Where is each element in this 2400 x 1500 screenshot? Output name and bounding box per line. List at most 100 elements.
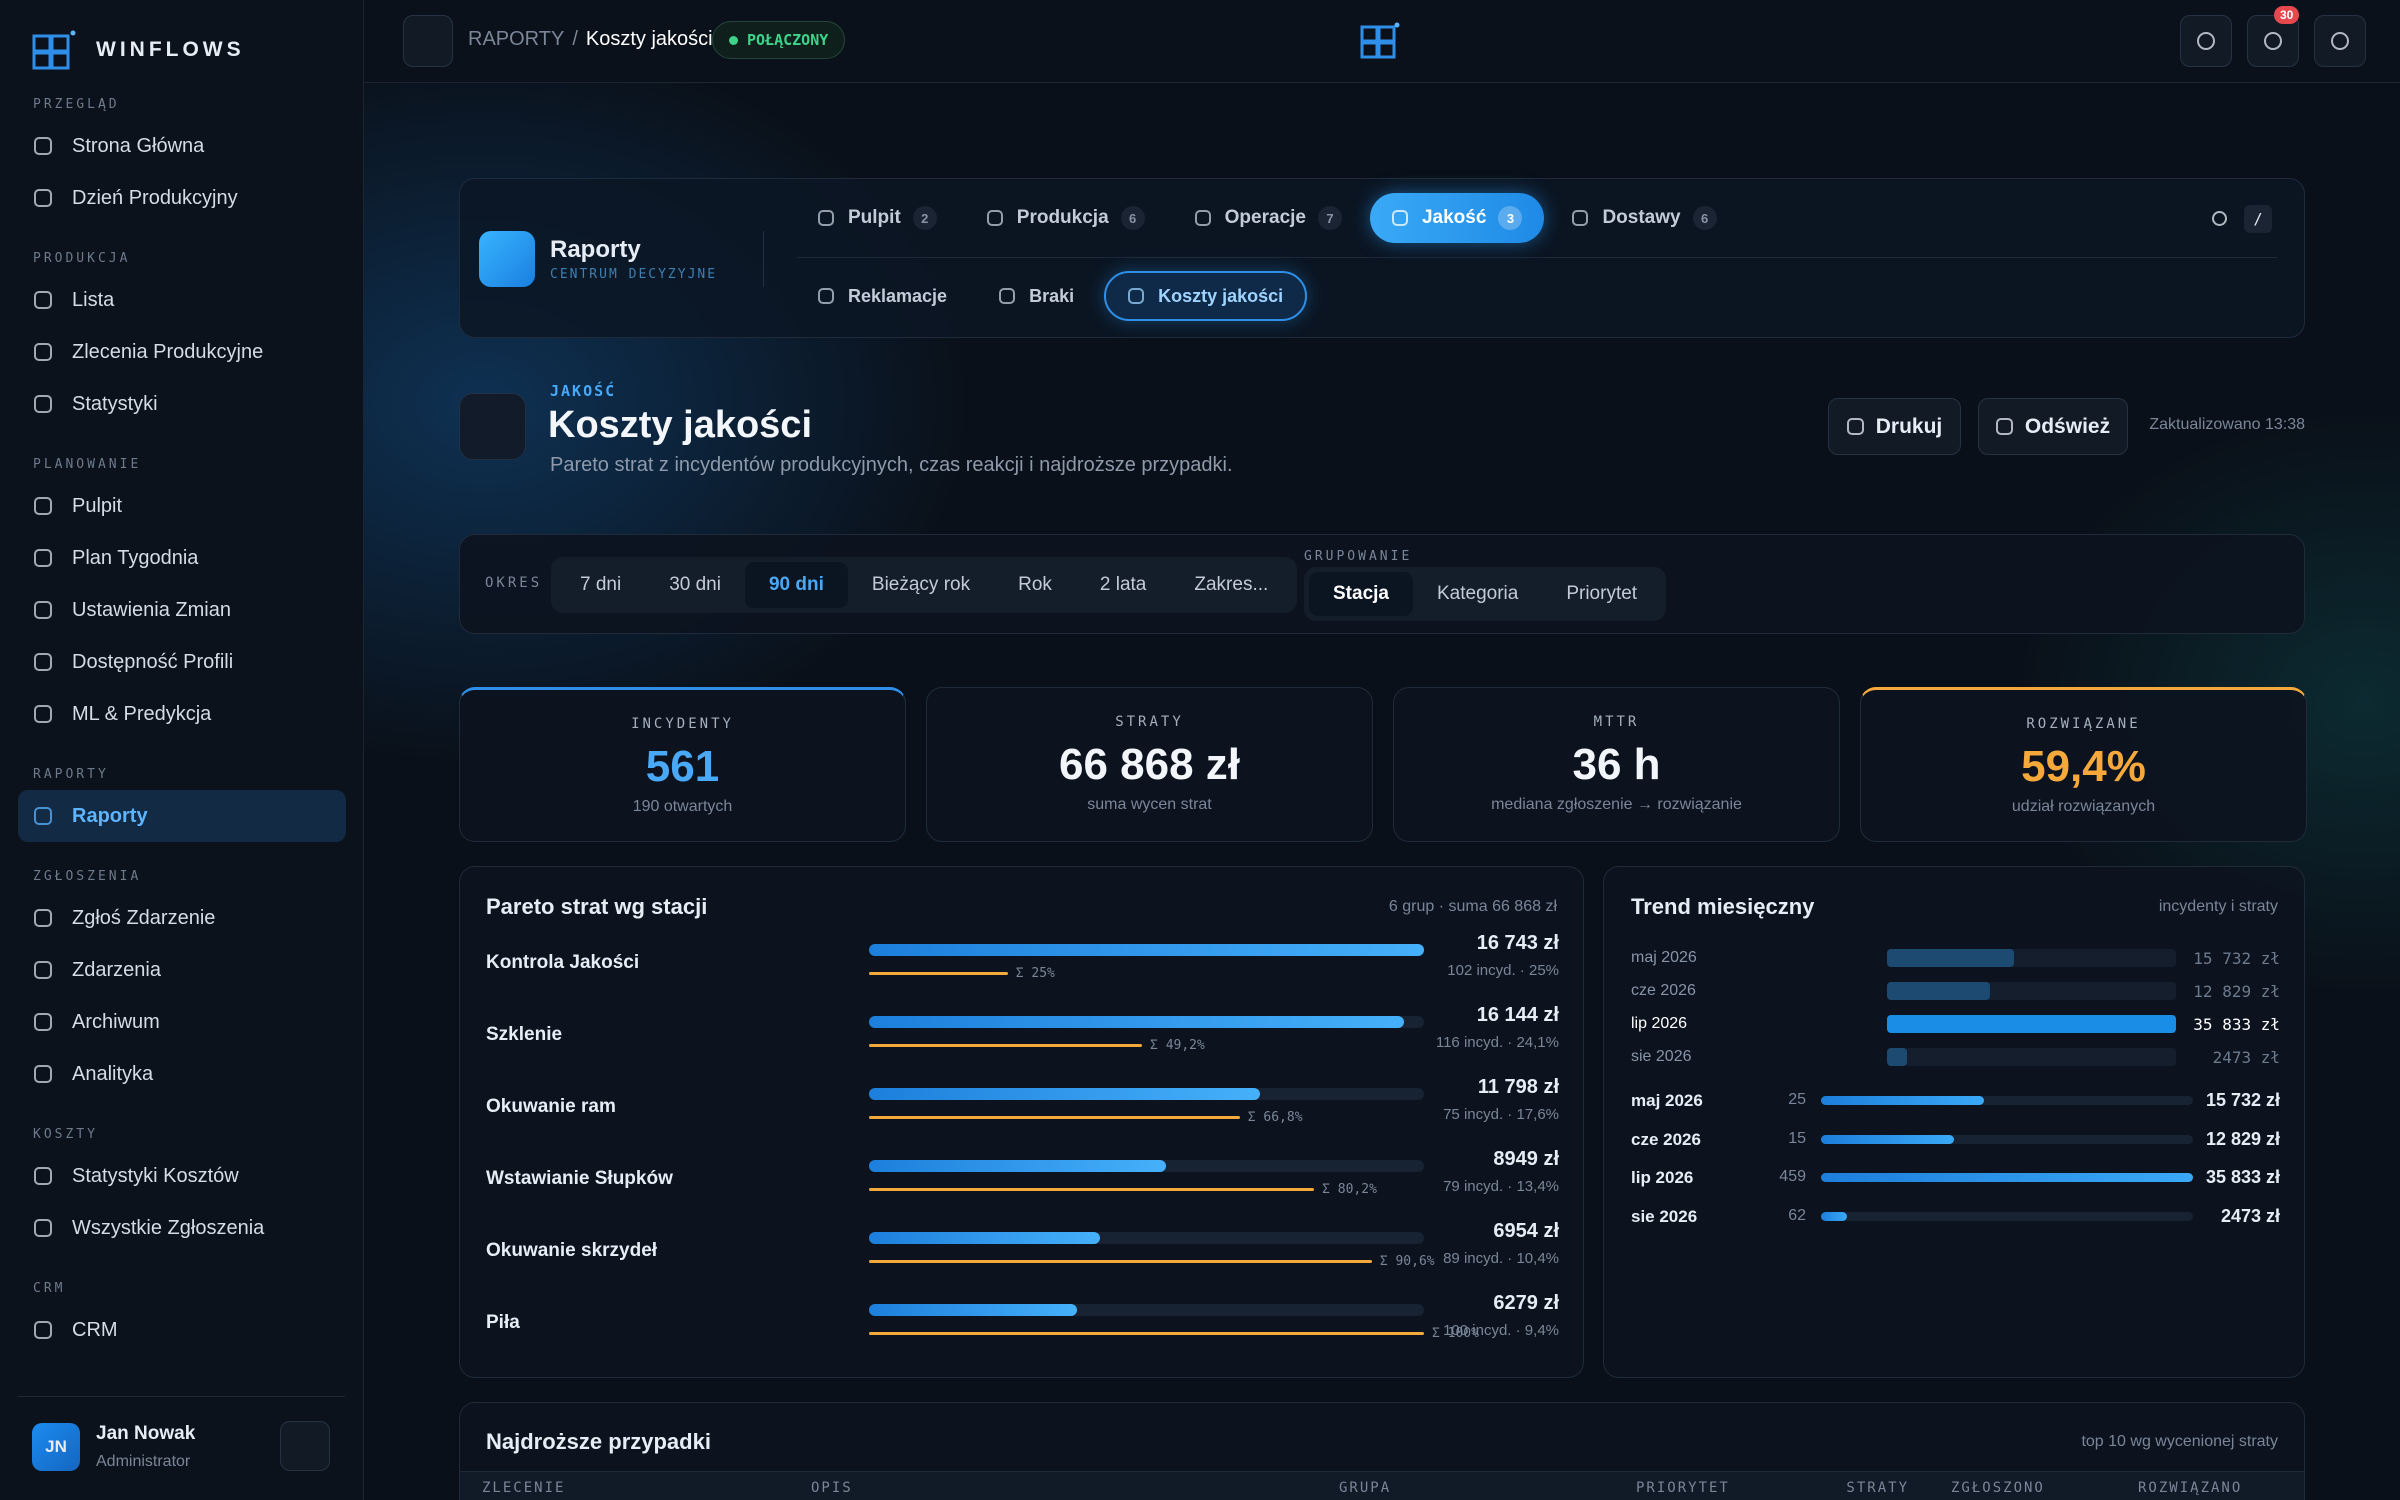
loss-bar xyxy=(869,1088,1261,1100)
main: RAPORTY / Koszty jakości POŁĄCZONY 30 Raporty… xyxy=(364,0,2400,1500)
nav-item[interactable]: Wszystkie Zgłoszenia xyxy=(18,1202,346,1254)
nav-item[interactable]: CRM xyxy=(18,1304,346,1356)
month-label: lip 2026 xyxy=(1631,1168,1694,1187)
nav-item[interactable]: Zdarzenia xyxy=(18,944,346,996)
nav-item[interactable]: Zlecenia Produkcyjne xyxy=(18,326,346,378)
nav-item[interactable]: Statystyki xyxy=(18,378,346,430)
button-icon xyxy=(2331,32,2349,50)
nav-icon xyxy=(34,1013,52,1031)
month-track xyxy=(1821,1096,2193,1105)
grouping-option[interactable]: Kategoria xyxy=(1436,583,1519,604)
nav-item[interactable]: Lista xyxy=(18,274,346,326)
subtab[interactable]: Braki xyxy=(977,271,1096,321)
nav-label: Ustawienia Zmian xyxy=(72,598,231,621)
nav-item[interactable]: Raporty xyxy=(18,790,346,842)
nav-item[interactable]: Ustawienia Zmian xyxy=(18,584,346,636)
tab[interactable]: Operacje 7 xyxy=(1173,193,1364,243)
period-label: OKRES xyxy=(485,575,543,591)
search-icon xyxy=(2212,211,2227,226)
period-option[interactable]: 7 dni xyxy=(580,574,622,595)
month-label: cze 2026 xyxy=(1631,1129,1701,1149)
period-option[interactable]: Zakres... xyxy=(1194,574,1269,595)
header-button[interactable]: Drukuj xyxy=(1828,398,1961,455)
kpi-sub: udział rozwiązanych xyxy=(2011,798,2156,815)
tab-label: Pulpit xyxy=(848,207,901,228)
nav-icon xyxy=(34,705,52,723)
month-bar xyxy=(1887,1015,2176,1033)
cumulative-label: Σ 66,8% xyxy=(1247,1110,1303,1125)
nav-label: Wszystkie Zgłoszenia xyxy=(72,1216,265,1239)
month-incidents: 459 xyxy=(1779,1168,1806,1185)
nav-icon xyxy=(34,807,52,825)
nav-item[interactable]: Zgłoś Zdarzenie xyxy=(18,892,346,944)
period-option[interactable]: Rok xyxy=(1018,574,1052,595)
nav-label: Statystyki Kosztów xyxy=(72,1164,239,1187)
nav-section-title: PLANOWANIE xyxy=(33,457,142,472)
nav-item[interactable]: Strona Główna xyxy=(18,120,346,172)
header-button[interactable]: Odśwież xyxy=(1978,398,2128,455)
pareto-row: Szklenie Σ 49,2% 16 144 zł 116 incyd. · 24,… xyxy=(460,998,1585,1070)
tab-label: Dostawy xyxy=(1602,207,1681,228)
period-option[interactable]: 30 dni xyxy=(669,574,721,595)
tab[interactable]: Jakość 3 xyxy=(1369,193,1545,243)
month-label: maj 2026 xyxy=(1631,1091,1703,1110)
menu-button[interactable] xyxy=(403,15,453,67)
kpi-card: ROZWIĄZANE 59,4% udział rozwiązanych xyxy=(1860,687,2307,842)
nav-label: Statystyki xyxy=(72,392,158,415)
trend-detail-row: maj 2026 25 15 732 zł xyxy=(1604,1085,2306,1115)
breadcrumb-section[interactable]: RAPORTY xyxy=(468,28,565,50)
nav-icon xyxy=(34,395,52,413)
tab[interactable]: Pulpit 2 xyxy=(796,193,959,243)
logout-button[interactable] xyxy=(280,1421,330,1471)
button-label: Drukuj xyxy=(1875,414,1943,438)
subtab[interactable]: Koszty jakości xyxy=(1104,271,1308,321)
cumulative-label: Σ 25% xyxy=(1015,966,1055,981)
card-meta: 6 grup · suma 66 868 zł xyxy=(1388,898,1557,915)
nav-item[interactable]: Statystyki Kosztów xyxy=(18,1150,346,1202)
period-option[interactable]: 90 dni xyxy=(744,562,848,608)
nav-item[interactable]: Plan Tygodnia xyxy=(18,532,346,584)
tab[interactable]: Dostawy 6 xyxy=(1550,193,1738,243)
subtab[interactable]: Reklamacje xyxy=(796,271,969,321)
notifications-button[interactable]: 30 xyxy=(2247,6,2300,67)
nav-item[interactable]: Pulpit xyxy=(18,480,346,532)
pareto-row: Kontrola Jakości Σ 25% 16 743 zł 102 incyd.… xyxy=(460,926,1585,998)
nav-item[interactable]: Archiwum xyxy=(18,996,346,1048)
loss-value: 16 743 zł xyxy=(1476,932,1559,954)
theme-button[interactable] xyxy=(2314,15,2366,67)
nav-icon xyxy=(34,653,52,671)
kpi-sub: mediana zgłoszenie → rozwiązanie xyxy=(1491,796,1742,813)
subtab-label: Braki xyxy=(1029,285,1075,306)
logo xyxy=(32,30,76,70)
topbar: RAPORTY / Koszty jakości POŁĄCZONY 30 xyxy=(364,0,2400,83)
nav-item[interactable]: Analityka xyxy=(18,1048,346,1100)
subtab-icon xyxy=(999,288,1016,304)
search-button[interactable] xyxy=(2180,15,2232,67)
card-meta: top 10 wg wycenionej straty xyxy=(2081,1433,2278,1450)
nav-item[interactable]: Dzień Produkcyjny xyxy=(18,172,346,224)
month-bar xyxy=(1887,982,1991,1000)
kpi-sub: suma wycen strat xyxy=(1087,796,1212,813)
table-card: Najdroższe przypadki top 10 wg wycenionej… xyxy=(459,1402,2305,1500)
header-icon xyxy=(459,393,526,460)
sidebar: WINFLOWS PRZEGLĄD Strona Główna Dzień Prod… xyxy=(0,0,364,1500)
search-key: / xyxy=(2244,205,2272,233)
button-icon xyxy=(1846,418,1864,435)
station-name: Szklenie xyxy=(486,1024,563,1045)
period-option[interactable]: 2 lata xyxy=(1099,574,1147,595)
trend-detail-row: lip 2026 459 35 833 zł xyxy=(1604,1162,2306,1192)
month-bar xyxy=(1821,1173,2193,1182)
nav-item[interactable]: ML & Predykcja xyxy=(18,688,346,740)
period-option[interactable]: Bieżący rok xyxy=(871,574,971,595)
grouping-option[interactable]: Priorytet xyxy=(1566,583,1638,604)
nav-item[interactable]: Dostępność Profili xyxy=(18,636,346,688)
grouping-option[interactable]: Stacja xyxy=(1309,572,1413,616)
nav-section-title: RAPORTY xyxy=(33,767,109,782)
user-panel: JN Jan Nowak Administrator xyxy=(18,1396,345,1500)
tab[interactable]: Produkcja 6 xyxy=(965,193,1167,243)
month-incidents: 25 xyxy=(1788,1091,1806,1108)
avatar: JN xyxy=(32,1423,80,1471)
tab-label: Jakość xyxy=(1421,207,1487,228)
tab-icon xyxy=(1194,210,1211,226)
